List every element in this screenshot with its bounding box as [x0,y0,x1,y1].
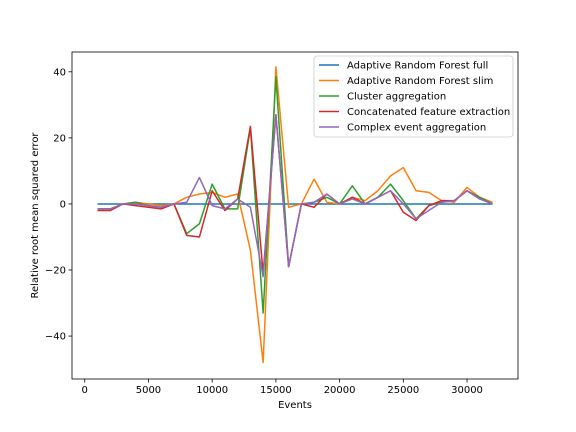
legend-label: Adaptive Random Forest full [347,61,488,72]
series-line-2 [97,66,493,364]
x-tick-label: 10000 [196,385,228,396]
x-tick-label: 15000 [260,385,292,396]
x-axis: 0 5000 10000 15000 20000 25000 30000 [82,379,483,396]
x-tick-label: 5000 [136,385,161,396]
y-tick-label: −40 [45,332,66,343]
legend-box [313,55,514,138]
y-axis-label: Relative root mean squared error [30,132,41,299]
legend: Adaptive Random Forest full Adaptive Rand… [313,55,514,138]
x-tick-label: 0 [82,385,88,396]
y-tick-label: 20 [53,133,66,144]
x-tick-label: 20000 [324,385,356,396]
legend-label: Adaptive Random Forest slim [347,76,493,87]
y-tick-label: −20 [45,266,66,277]
x-tick-label: 30000 [451,385,483,396]
y-tick-label: 40 [53,67,66,78]
x-tick-label: 25000 [387,385,419,396]
plot-frame [71,51,519,380]
y-axis: −40 −20 0 20 40 [45,67,72,343]
legend-label: Cluster aggregation [347,92,446,103]
y-tick-label: 0 [60,199,66,210]
series-layer [97,66,493,364]
x-axis-label: Events [278,400,312,411]
series-line-5 [97,114,493,278]
legend-label: Complex event aggregation [347,123,486,134]
legend-label: Concatenated feature extraction [347,107,510,118]
